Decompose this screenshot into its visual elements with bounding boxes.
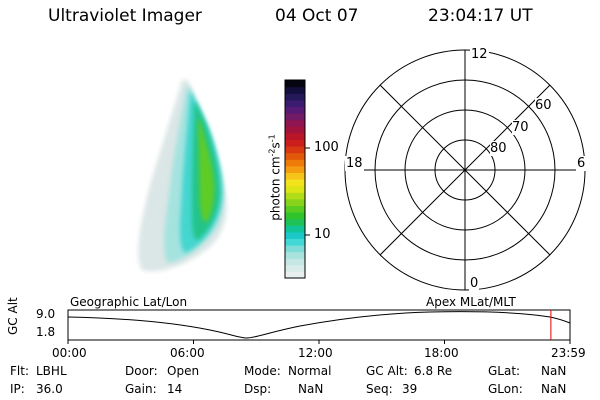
colorbar-cell [285,245,305,253]
colorbar-cell [285,192,305,200]
seq-value: 39 [402,382,418,396]
colorbar-cell [285,80,305,88]
colorbar-cell [285,264,305,272]
colorbar-cell [285,152,305,160]
colorbar-cell [285,113,305,121]
colorbar-cell [285,198,305,206]
glon-value: NaN [541,382,567,396]
timeline-xtick-4: 23:59 [551,346,586,360]
timeline-xtick-1: 06:00 [170,346,205,360]
timeline-plot [67,309,571,344]
colorbar-cell [285,86,305,94]
door-label: Door: [125,364,158,378]
colorbar-tick-100: 100 [314,140,339,155]
colorbar-cell [285,258,305,266]
timeline-xtick-0: 00:00 [52,346,87,360]
timeline-xtick-2: 12:00 [298,346,333,360]
colorbar-tick-10: 10 [314,227,331,242]
gcalt-label: GC Alt: [366,364,408,378]
altitude-curve [67,311,571,339]
glat-label: GLat: [488,364,521,378]
gain-label: Gain: [125,382,157,396]
colorbar-cell [285,159,305,167]
mlt-label-18: 18 [345,156,364,171]
apex-label: Apex MLat/MLT [426,295,516,309]
colorbar-cell [285,179,305,187]
dsp-label: Dsp: [244,382,272,396]
colorbar-cell [285,251,305,259]
lat-label-80: 80 [490,141,507,156]
colorbar-cell [285,271,305,279]
mode-label: Mode: [244,364,281,378]
colorbar-cell [285,99,305,107]
colorbar-cell [285,212,305,220]
filter-value: LBHL [36,364,67,378]
colorbar-cell [285,139,305,147]
filter-label: Flt: [10,364,29,378]
lat-label-70: 70 [512,120,529,135]
colorbar-cell [285,231,305,239]
colorbar-label: photon cm-2s-1 [267,134,283,221]
gain-value: 14 [167,382,183,396]
timeline-ylabel: GC Alt [6,297,20,335]
colorbar-cell [285,126,305,134]
colorbar-cell [285,172,305,180]
instrument-title: Ultraviolet Imager [48,6,202,26]
colorbar-cell [285,185,305,193]
colorbar-cell [285,165,305,173]
colorbar-cell [285,238,305,246]
colorbar-cell [285,93,305,101]
lat-label-60: 60 [535,98,552,113]
colorbar-cell [285,205,305,213]
timeline-ytick-bottom: 1.8 [36,325,56,339]
colorbar-cell [285,218,305,226]
colorbar-cell [285,132,305,140]
date-label: 04 Oct 07 [275,6,359,26]
time-label: 23:04:17 UT [428,6,533,26]
mode-value: Normal [288,364,332,378]
gcalt-value: 6.8 Re [414,364,453,378]
ip-label: IP: [10,382,25,396]
door-value: Open [167,364,200,378]
mlt-label-6: 6 [576,156,587,171]
auroral-image [138,80,227,272]
ip-value: 36.0 [36,382,63,396]
polar-grid [344,49,586,291]
geographic-label: Geographic Lat/Lon [70,295,188,309]
dsp-value: NaN [298,382,324,396]
glat-value: NaN [541,364,567,378]
colorbar-cell [285,146,305,154]
seq-label: Seq: [366,382,393,396]
mlt-label-0: 0 [469,276,480,291]
timeline-xtick-3: 18:00 [424,346,459,360]
colorbar-cell [285,225,305,233]
aurora-bright [198,120,215,222]
colorbar-cell [285,119,305,127]
colorbar [284,79,310,279]
mlt-label-12: 12 [470,47,489,62]
colorbar-cell [285,106,305,114]
glon-label: GLon: [488,382,523,396]
timeline-ytick-top: 9.0 [36,307,56,321]
